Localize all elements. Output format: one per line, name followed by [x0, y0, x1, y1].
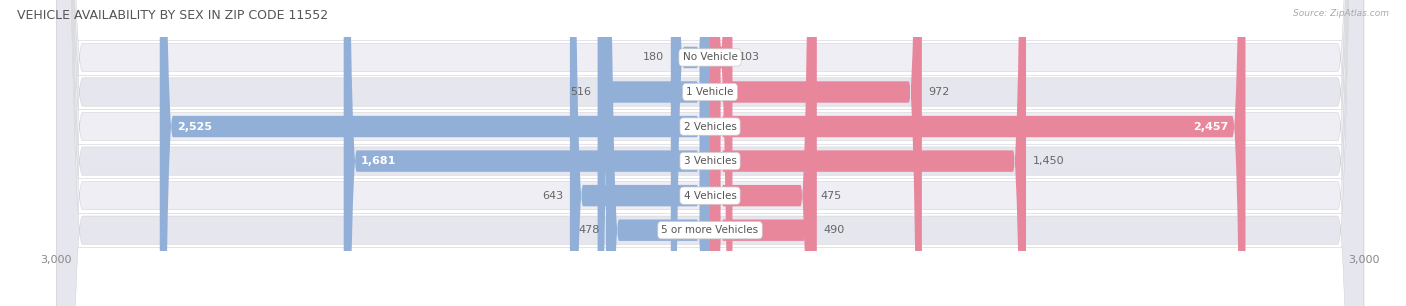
Text: Source: ZipAtlas.com: Source: ZipAtlas.com	[1294, 9, 1389, 18]
Text: 490: 490	[824, 225, 845, 235]
FancyBboxPatch shape	[710, 0, 817, 306]
FancyBboxPatch shape	[56, 0, 1364, 306]
Text: VEHICLE AVAILABILITY BY SEX IN ZIP CODE 11552: VEHICLE AVAILABILITY BY SEX IN ZIP CODE …	[17, 9, 328, 22]
Text: 972: 972	[928, 87, 950, 97]
FancyBboxPatch shape	[710, 0, 733, 306]
Text: 475: 475	[820, 191, 841, 201]
Text: 1,681: 1,681	[361, 156, 396, 166]
FancyBboxPatch shape	[671, 0, 710, 306]
Text: 180: 180	[643, 52, 664, 62]
FancyBboxPatch shape	[710, 0, 1026, 306]
Text: 3 Vehicles: 3 Vehicles	[683, 156, 737, 166]
FancyBboxPatch shape	[56, 0, 1364, 306]
FancyBboxPatch shape	[598, 0, 710, 306]
FancyBboxPatch shape	[56, 0, 1364, 306]
FancyBboxPatch shape	[160, 0, 710, 306]
Text: 643: 643	[543, 191, 564, 201]
Text: 516: 516	[569, 87, 591, 97]
Text: 1,450: 1,450	[1032, 156, 1064, 166]
FancyBboxPatch shape	[56, 0, 1364, 306]
FancyBboxPatch shape	[569, 0, 710, 306]
Text: 1 Vehicle: 1 Vehicle	[686, 87, 734, 97]
Text: 5 or more Vehicles: 5 or more Vehicles	[661, 225, 759, 235]
FancyBboxPatch shape	[710, 0, 922, 306]
FancyBboxPatch shape	[710, 0, 814, 306]
FancyBboxPatch shape	[56, 0, 1364, 306]
Text: 2 Vehicles: 2 Vehicles	[683, 121, 737, 132]
Text: No Vehicle: No Vehicle	[682, 52, 738, 62]
FancyBboxPatch shape	[56, 0, 1364, 306]
Text: 478: 478	[578, 225, 599, 235]
Text: 103: 103	[740, 52, 761, 62]
Text: 4 Vehicles: 4 Vehicles	[683, 191, 737, 201]
FancyBboxPatch shape	[606, 0, 710, 306]
Text: 2,457: 2,457	[1192, 121, 1227, 132]
FancyBboxPatch shape	[710, 0, 1246, 306]
FancyBboxPatch shape	[343, 0, 710, 306]
Text: 2,525: 2,525	[177, 121, 212, 132]
